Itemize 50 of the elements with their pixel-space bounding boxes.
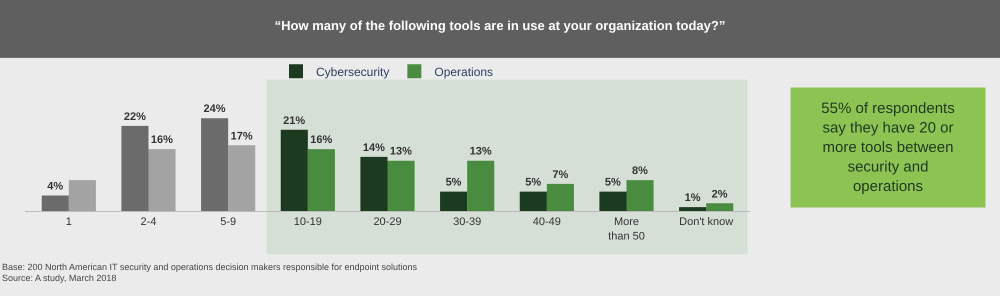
bar	[520, 192, 547, 211]
data-label: 8%	[632, 165, 648, 178]
text: 55% of respondents say they have 20 or more tools between security and operations	[821, 100, 955, 195]
bar	[68, 180, 96, 211]
bar	[148, 149, 176, 211]
source-note: Source: A study, March 2018	[2, 273, 116, 283]
data-label: 16%	[310, 134, 332, 146]
data-label: 4%	[47, 180, 64, 193]
bar	[679, 207, 706, 211]
data-label: 24%	[203, 103, 226, 116]
bar	[388, 160, 415, 211]
x-tick-label: 1	[66, 216, 72, 228]
x-tick-label: Don't know	[679, 216, 734, 228]
data-label: 22%	[124, 110, 146, 123]
data-label: 21%	[283, 114, 306, 127]
legend-label: Cybersecurity	[316, 64, 390, 79]
data-label: 7%	[552, 168, 568, 181]
bar	[42, 196, 69, 211]
bar	[467, 160, 494, 211]
text: Base: 200 North American IT security and operations decision makers responsible for endpoint solutions	[2, 262, 418, 272]
data-label: 16%	[150, 134, 174, 146]
data-label: 5%	[446, 176, 462, 189]
x-tick-label: 5-9	[220, 216, 236, 228]
data-label: 14%	[362, 142, 386, 154]
data-label: 1%	[684, 192, 701, 204]
data-label: 13%	[470, 146, 492, 158]
data-label: 17%	[230, 130, 253, 142]
bar	[599, 192, 627, 211]
x-tick-label: More than 50	[608, 216, 645, 242]
data-label: 2%	[712, 188, 728, 200]
bar	[121, 126, 148, 211]
bar	[546, 184, 574, 211]
x-tick-label: 40-49	[532, 216, 561, 228]
bar	[626, 180, 654, 211]
data-label: 13%	[390, 146, 412, 158]
bar	[308, 149, 335, 211]
x-tick-label: 30-39	[453, 216, 482, 228]
bar	[280, 130, 308, 211]
x-tick-label: 10-19	[294, 216, 322, 228]
bar	[440, 192, 468, 211]
data-label: 5%	[604, 176, 622, 189]
chart-title: “How many of the following tools are in use at your organization today?”	[274, 18, 726, 33]
bar	[228, 145, 256, 211]
bar	[706, 203, 734, 211]
x-tick-label: 2-4	[140, 216, 156, 228]
bar	[201, 118, 228, 211]
x-tick-label: 20-29	[373, 216, 402, 228]
data-label: 5%	[525, 176, 542, 189]
bar	[360, 156, 388, 211]
legend-label: Operations	[434, 64, 494, 79]
